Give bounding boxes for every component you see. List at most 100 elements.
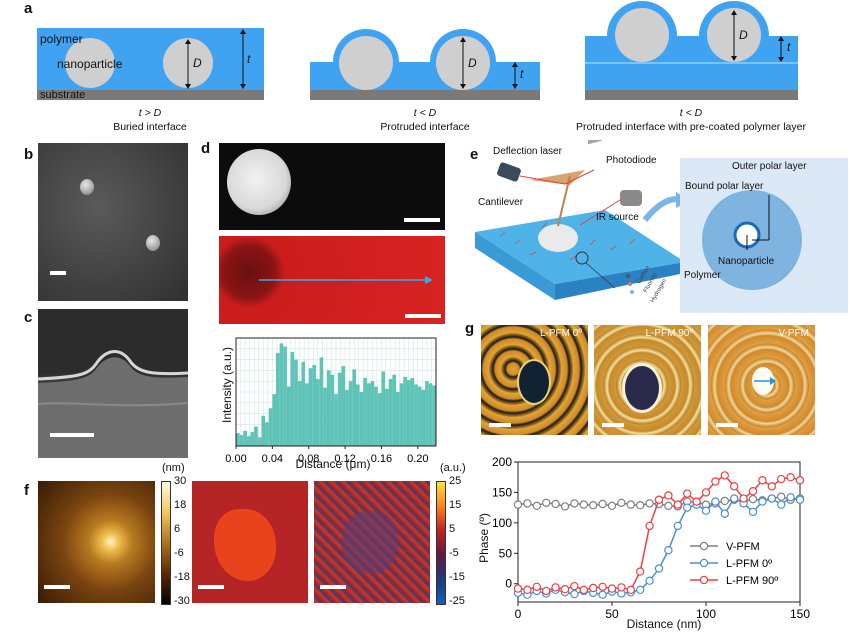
x-tick-label: 150 (790, 607, 810, 621)
pfm-title: V-PFM (778, 328, 809, 339)
data-point (560, 585, 570, 594)
bar (272, 394, 276, 446)
scale-bar (404, 218, 440, 222)
bar (399, 383, 404, 446)
label-cantilever: Cantilever (478, 197, 524, 208)
data-point (682, 503, 692, 512)
data-point (513, 500, 523, 509)
sem-image-b (38, 143, 188, 301)
bar (414, 384, 418, 446)
label-polymer-e: Polymer (684, 270, 721, 281)
label-nanoparticle: nanoparticle (57, 57, 123, 71)
tick-label: 6 (174, 523, 181, 535)
label-deflection-laser: Deflection laser (493, 146, 562, 157)
data-point (720, 471, 729, 480)
pfm-amplitude-image (192, 481, 308, 603)
bar (254, 426, 258, 446)
bar (366, 383, 371, 446)
data-point (786, 473, 795, 482)
tick-label: -15 (449, 571, 465, 583)
label-ir-source: IR source (596, 212, 639, 223)
bar (334, 394, 338, 446)
bar (294, 359, 298, 446)
x-tick-label: 100 (696, 607, 716, 621)
scale-bar (489, 423, 511, 427)
data-point (541, 586, 551, 596)
afm-ir-schematic (475, 140, 848, 313)
label-nanoparticle-e: Nanoparticle (718, 256, 775, 267)
scheme-condition: t > D (138, 107, 162, 119)
label-t: t (520, 67, 524, 81)
scale-bar (602, 423, 624, 427)
data-point (570, 499, 579, 508)
bar (381, 371, 386, 446)
data-point (579, 585, 589, 595)
data-point (767, 482, 776, 491)
panel-a-schematics (37, 1, 798, 100)
scale-bar (320, 585, 346, 589)
bar (236, 433, 240, 446)
data-point (739, 494, 748, 503)
data-point (598, 582, 607, 591)
label-t: t (787, 40, 791, 54)
data-point (645, 521, 654, 531)
bar (345, 389, 349, 446)
data-point (523, 499, 532, 508)
bar (301, 361, 306, 446)
label-D: D (468, 56, 477, 70)
pfm-image-l0: L-PFM 0º (481, 325, 588, 435)
panel-label-c: c (24, 309, 33, 326)
data-point (541, 498, 551, 507)
tick-label: 5 (449, 523, 456, 535)
data-point (560, 502, 570, 511)
data-point (588, 501, 598, 510)
bar (319, 357, 324, 446)
bar (308, 368, 313, 446)
bar (243, 430, 247, 446)
data-point (664, 491, 673, 500)
bar (330, 374, 335, 446)
nanoparticle (339, 36, 393, 90)
data-point (692, 497, 701, 506)
data-point (720, 496, 729, 506)
data-point (579, 500, 589, 509)
pfm-image-l90: L-PFM 90º (594, 325, 701, 435)
afm-height-image (38, 481, 155, 603)
data-point (532, 501, 542, 511)
chart-g-xlabel: Distance (nm) (626, 617, 702, 631)
data-point (748, 507, 758, 517)
bar (265, 422, 269, 446)
data-point (701, 488, 711, 497)
data-point (795, 476, 805, 485)
bar (428, 383, 433, 446)
label-t: t (247, 52, 251, 66)
scale-bar (50, 433, 94, 437)
bar (239, 435, 244, 446)
bar (363, 377, 367, 446)
x-tick-label: 0 (515, 607, 522, 621)
x-tick-label: 50 (605, 607, 619, 621)
data-point (626, 585, 635, 595)
colorbar-ticks: 25 15 5 -5 -15 -25 (449, 475, 477, 607)
bar (261, 415, 266, 446)
data-point (758, 476, 767, 485)
bar (356, 384, 360, 446)
data-point (748, 487, 758, 496)
data-point (654, 495, 664, 504)
scheme-caption: Protruded interface with pre-coated poly… (576, 121, 806, 133)
label-outer-polar-layer: Outer polar layer (732, 161, 807, 172)
data-point (777, 474, 786, 484)
scale-bar (50, 271, 66, 275)
data-point (758, 497, 767, 506)
x-tick-label: 0.08 (298, 453, 319, 465)
chart-d-ylabel: Intensity (a.u.) (220, 346, 234, 424)
colorbar-height (161, 481, 171, 605)
legend-marker (699, 541, 709, 551)
data-point (570, 581, 579, 591)
y-tick-label: 150 (492, 485, 512, 499)
x-tick-label: 0.12 (334, 453, 355, 465)
data-point (720, 509, 729, 518)
nanoparticle (65, 38, 115, 88)
bar (348, 381, 353, 446)
plot-frame (235, 337, 437, 447)
